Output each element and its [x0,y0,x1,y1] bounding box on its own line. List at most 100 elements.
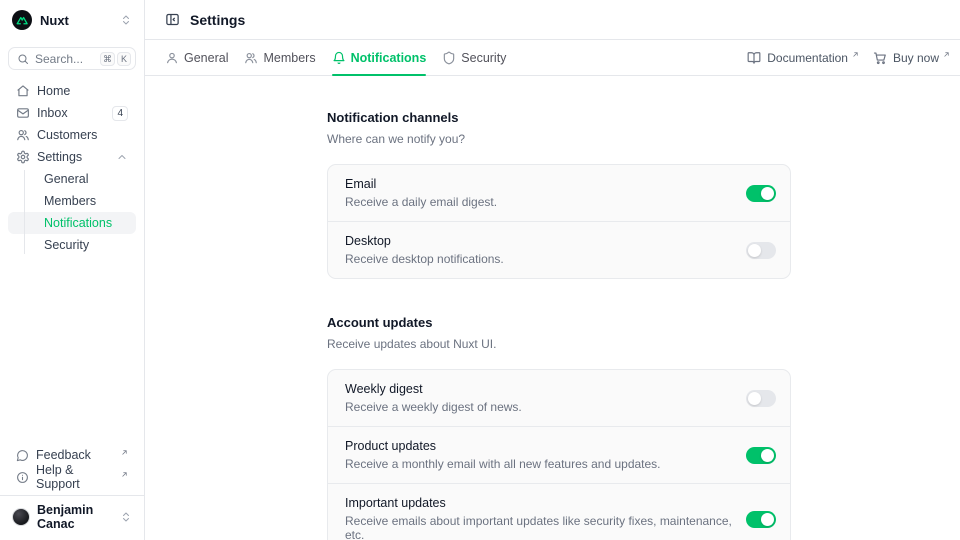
inbox-icon [16,106,30,120]
toggle-knob [761,186,774,200]
chevron-up-down-icon [120,14,132,26]
sidebar-item-label: Customers [37,128,98,142]
main-panel: Settings General Members Notifications S… [145,0,960,540]
sidebar-item-label: Settings [37,150,83,164]
avatar [12,508,30,526]
setting-row-weekly-digest: Weekly digest Receive a weekly digest of… [328,370,790,426]
home-icon [16,84,30,98]
chevron-up-icon [116,151,128,163]
tabs-toolbar: General Members Notifications Security D… [145,40,960,76]
tab-label: Members [263,50,316,65]
setting-description: Receive a weekly digest of news. [345,400,522,414]
documentation-link[interactable]: Documentation [747,51,859,65]
sidebar-item-label: Members [44,194,97,208]
toggle-knob [761,512,774,526]
tabs: General Members Notifications Security [165,40,506,76]
shopping-cart-icon [873,51,887,65]
external-link-icon [121,471,128,478]
page-header: Settings [145,0,960,40]
setting-description: Receive emails about important updates l… [345,514,732,540]
settings-form: Notification channels Where can we notif… [327,76,791,540]
tab-general[interactable]: General [165,40,228,75]
tab-label: General [184,50,229,65]
setting-title: Weekly digest [345,382,423,396]
content-scroll-area[interactable]: Notification channels Where can we notif… [145,76,960,540]
shield-icon [442,51,456,65]
nuxt-logo-icon [12,10,32,30]
setting-row-important-updates: Important updates Receive emails about i… [328,483,790,540]
chevron-up-down-icon [120,511,132,523]
user-menu[interactable]: Benjamin Canac [0,496,144,540]
section-account-updates: Account updates Receive updates about Nu… [327,315,791,540]
tab-label: Security [461,50,507,65]
setting-title: Desktop [345,234,391,248]
product-updates-toggle[interactable] [746,446,776,464]
sidebar-item-settings-notifications[interactable]: Notifications [8,212,136,234]
chat-bubble-icon [16,449,29,462]
sidebar-item-label: Inbox [37,106,68,120]
kbd-cmd: ⌘ [100,51,115,66]
sidebar-item-customers[interactable]: Customers [8,124,136,146]
external-link-icon [852,51,859,58]
users-icon [16,128,30,142]
setting-title: Product updates [345,439,437,453]
external-link-icon [943,51,950,58]
section-subtitle: Where can we notify you? [327,132,466,146]
sidebar: Nuxt Search... ⌘ K Home Inbox 4 Customer… [0,0,145,540]
search-icon [17,53,29,65]
sidebar-item-settings-security[interactable]: Security [8,234,136,256]
section-notification-channels: Notification channels Where can we notif… [327,110,791,279]
setting-row-desktop: Desktop Receive desktop notifications. [328,221,790,278]
weekly-digest-toggle[interactable] [746,389,776,407]
tab-security[interactable]: Security [442,40,506,75]
toggle-knob [748,243,761,257]
buy-now-link[interactable]: Buy now [873,51,950,65]
feedback-link[interactable]: Feedback [8,444,136,466]
search-input[interactable]: Search... ⌘ K [8,47,136,70]
bell-icon [332,51,346,65]
toggle-knob [748,391,761,405]
email-toggle[interactable] [746,184,776,202]
user-icon [165,51,179,65]
search-placeholder: Search... [35,51,84,66]
sidebar-item-inbox[interactable]: Inbox 4 [8,102,136,124]
important-updates-toggle[interactable] [746,510,776,528]
sidebar-item-label: General [44,172,89,186]
setting-row-product-updates: Product updates Receive a monthly email … [328,426,790,483]
toolbar-link-label: Documentation [767,50,848,65]
footer-item-label: Help & Support [36,463,80,491]
tab-members[interactable]: Members [244,40,316,75]
sidebar-item-home[interactable]: Home [8,80,136,102]
sidebar-divider [0,495,144,496]
setting-title: Important updates [345,496,446,510]
sidebar-item-label: Notifications [44,216,113,230]
toolbar-link-label: Buy now [892,50,939,65]
gear-icon [16,150,30,164]
tab-notifications[interactable]: Notifications [331,40,426,76]
section-title: Account updates [327,315,433,330]
help-support-link[interactable]: Help & Support [8,463,136,491]
setting-title: Email [345,177,377,191]
settings-subnav: General Members Notifications Security [8,168,136,256]
setting-description: Receive a daily email digest. [345,195,498,209]
users-icon [244,51,258,65]
collapse-sidebar-icon[interactable] [165,12,180,27]
sidebar-item-settings-members[interactable]: Members [8,190,136,212]
footer-item-label: Feedback [36,448,91,462]
sidebar-nav: Home Inbox 4 Customers Settings General … [0,80,144,256]
sidebar-item-label: Home [37,84,71,98]
section-subtitle: Receive updates about Nuxt UI. [327,337,497,351]
workspace-name: Nuxt [40,12,69,28]
sidebar-footer: Feedback Help & Support [0,444,144,491]
info-circle-icon [16,471,29,484]
setting-row-email: Email Receive a daily email digest. [328,165,790,221]
sidebar-item-settings[interactable]: Settings [8,146,136,168]
workspace-switcher[interactable]: Nuxt [0,0,144,40]
inbox-count-badge: 4 [112,105,128,121]
kbd-k: K [117,51,131,66]
desktop-toggle[interactable] [746,241,776,259]
toolbar-links: Documentation Buy now [747,51,950,65]
settings-card: Weekly digest Receive a weekly digest of… [327,369,791,540]
sidebar-item-settings-general[interactable]: General [8,168,136,190]
page-title: Settings [190,11,246,28]
